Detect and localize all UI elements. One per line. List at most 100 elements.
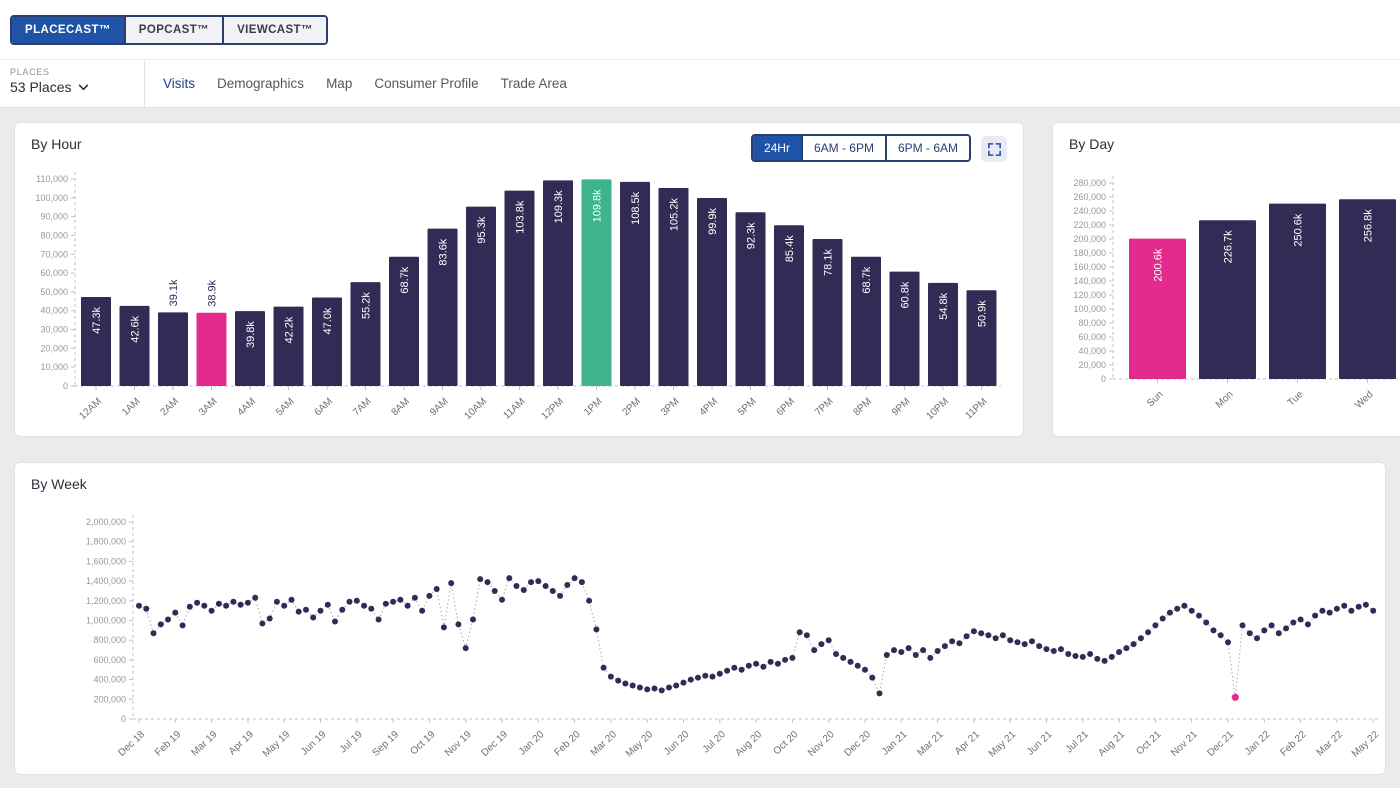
svg-text:40,000: 40,000	[40, 306, 68, 316]
toggle-6am-6pm[interactable]: 6AM - 6PM	[800, 136, 885, 160]
svg-text:50.9k: 50.9k	[977, 300, 989, 327]
svg-text:85.4k: 85.4k	[784, 235, 796, 262]
svg-text:20,000: 20,000	[40, 343, 68, 353]
by-week-scatter-chart: 0 200,000 400,000 600,000 800,000 1,000,000 1,…	[86, 515, 1381, 760]
svg-text:260,000: 260,000	[1073, 192, 1106, 202]
svg-text:1AM: 1AM	[120, 396, 143, 418]
svg-text:80,000: 80,000	[40, 230, 68, 240]
svg-text:54.8k: 54.8k	[938, 292, 950, 319]
svg-text:800,000: 800,000	[93, 635, 126, 645]
svg-text:Dec 21: Dec 21	[1205, 729, 1236, 759]
nav-tab-map[interactable]: Map	[326, 76, 353, 91]
tab-popcast[interactable]: POPCAST™	[123, 16, 223, 43]
svg-text:0: 0	[63, 381, 68, 391]
svg-text:60.8k: 60.8k	[900, 281, 912, 308]
svg-text:120,000: 120,000	[1073, 290, 1106, 300]
svg-text:42.6k: 42.6k	[130, 315, 142, 342]
svg-text:1,000,000: 1,000,000	[86, 616, 126, 626]
svg-text:6AM: 6AM	[313, 396, 336, 418]
svg-text:Jun 21: Jun 21	[1025, 729, 1055, 758]
svg-text:10PM: 10PM	[924, 396, 951, 422]
places-selector[interactable]: PLACES 53 Places	[0, 60, 144, 107]
svg-text:140,000: 140,000	[1073, 276, 1106, 286]
header-divider	[144, 60, 145, 107]
svg-text:40,000: 40,000	[1078, 346, 1106, 356]
section-nav: Visits Demographics Map Consumer Profile…	[145, 60, 567, 107]
svg-text:4AM: 4AM	[236, 396, 259, 418]
hour-range-toggle-group: 24Hr 6AM - 6PM 6PM - 6AM	[750, 134, 971, 162]
svg-text:Oct 20: Oct 20	[771, 729, 800, 757]
svg-text:0: 0	[121, 714, 126, 724]
svg-text:Dec 19: Dec 19	[479, 729, 510, 759]
svg-text:Jul 21: Jul 21	[1064, 729, 1091, 756]
svg-text:240,000: 240,000	[1073, 206, 1106, 216]
svg-text:220,000: 220,000	[1073, 220, 1106, 230]
svg-text:78.1k: 78.1k	[823, 249, 835, 276]
svg-text:Oct 21: Oct 21	[1134, 729, 1163, 757]
tab-viewcast[interactable]: VIEWCAST™	[222, 16, 326, 43]
svg-text:90,000: 90,000	[40, 212, 68, 222]
svg-text:10,000: 10,000	[40, 362, 68, 372]
tab-placecast[interactable]: PLACECAST™	[12, 16, 124, 43]
svg-text:0: 0	[1101, 374, 1106, 384]
svg-text:95.3k: 95.3k	[476, 216, 488, 243]
svg-text:4PM: 4PM	[698, 396, 721, 418]
expand-chart-button[interactable]	[981, 136, 1007, 162]
svg-text:68.7k: 68.7k	[399, 266, 411, 293]
product-tab-group: PLACECAST™ POPCAST™ VIEWCAST™	[10, 14, 328, 45]
svg-text:280,000: 280,000	[1073, 178, 1106, 188]
svg-text:1,400,000: 1,400,000	[86, 576, 126, 586]
svg-text:12PM: 12PM	[539, 396, 566, 422]
svg-text:Jul 19: Jul 19	[338, 729, 365, 756]
svg-text:100,000: 100,000	[35, 193, 68, 203]
svg-text:100,000: 100,000	[1073, 304, 1106, 314]
svg-text:60,000: 60,000	[1078, 332, 1106, 342]
svg-text:6PM: 6PM	[775, 396, 798, 418]
svg-text:109.8k: 109.8k	[592, 189, 604, 223]
svg-text:10AM: 10AM	[462, 396, 489, 422]
chevron-down-icon	[79, 84, 89, 90]
svg-text:Jan 22: Jan 22	[1243, 729, 1273, 758]
svg-text:Oct 19: Oct 19	[408, 729, 437, 757]
by-day-bar-chart: 0 20,000 40,000 60,000 80,000 100,000 120,000 1…	[1073, 176, 1400, 411]
places-value: 53 Places	[10, 79, 72, 95]
svg-text:105.2k: 105.2k	[669, 198, 681, 232]
toggle-24hr[interactable]: 24Hr	[752, 136, 801, 160]
svg-text:Jul 20: Jul 20	[701, 729, 728, 756]
svg-text:80,000: 80,000	[1078, 318, 1106, 328]
svg-text:Jan 21: Jan 21	[880, 729, 910, 758]
nav-tab-consumer-profile[interactable]: Consumer Profile	[374, 76, 479, 91]
nav-tab-visits[interactable]: Visits	[163, 76, 196, 91]
nav-tab-demographics[interactable]: Demographics	[217, 76, 305, 91]
by-day-title: By Day	[1069, 136, 1115, 152]
svg-text:600,000: 600,000	[93, 655, 126, 665]
svg-text:50,000: 50,000	[40, 287, 68, 297]
section-header: PLACES 53 Places Visits Demographics Map…	[0, 60, 1400, 108]
svg-text:8PM: 8PM	[852, 396, 875, 418]
svg-text:3AM: 3AM	[197, 396, 220, 418]
svg-text:2,000,000: 2,000,000	[86, 517, 126, 527]
by-hour-card: By Hour 24Hr 6AM - 6PM 6PM - 6AM 0 10,000…	[14, 122, 1024, 437]
svg-text:39.1k: 39.1k	[168, 279, 180, 306]
svg-text:Mar 19: Mar 19	[189, 729, 220, 759]
svg-text:Feb 22: Feb 22	[1278, 729, 1309, 759]
svg-text:May 22: May 22	[1350, 729, 1381, 760]
svg-text:12AM: 12AM	[77, 396, 104, 422]
svg-text:Jun 19: Jun 19	[299, 729, 329, 758]
toggle-6pm-6am[interactable]: 6PM - 6AM	[884, 136, 969, 160]
nav-tab-trade-area[interactable]: Trade Area	[500, 76, 567, 91]
svg-text:1,600,000: 1,600,000	[86, 556, 126, 566]
svg-text:9AM: 9AM	[428, 396, 451, 418]
svg-text:256.8k: 256.8k	[1363, 209, 1375, 243]
svg-text:Sep 19: Sep 19	[370, 729, 401, 759]
svg-text:Dec 18: Dec 18	[116, 729, 147, 759]
svg-text:110,000: 110,000	[36, 174, 68, 184]
svg-text:200,000: 200,000	[1073, 234, 1106, 244]
svg-text:Mar 22: Mar 22	[1315, 729, 1346, 759]
svg-text:92.3k: 92.3k	[746, 222, 758, 249]
svg-text:Sun: Sun	[1145, 389, 1166, 409]
svg-text:1,200,000: 1,200,000	[86, 596, 126, 606]
svg-text:47.0k: 47.0k	[322, 307, 334, 334]
svg-text:3PM: 3PM	[659, 396, 682, 418]
svg-text:400,000: 400,000	[93, 675, 126, 685]
